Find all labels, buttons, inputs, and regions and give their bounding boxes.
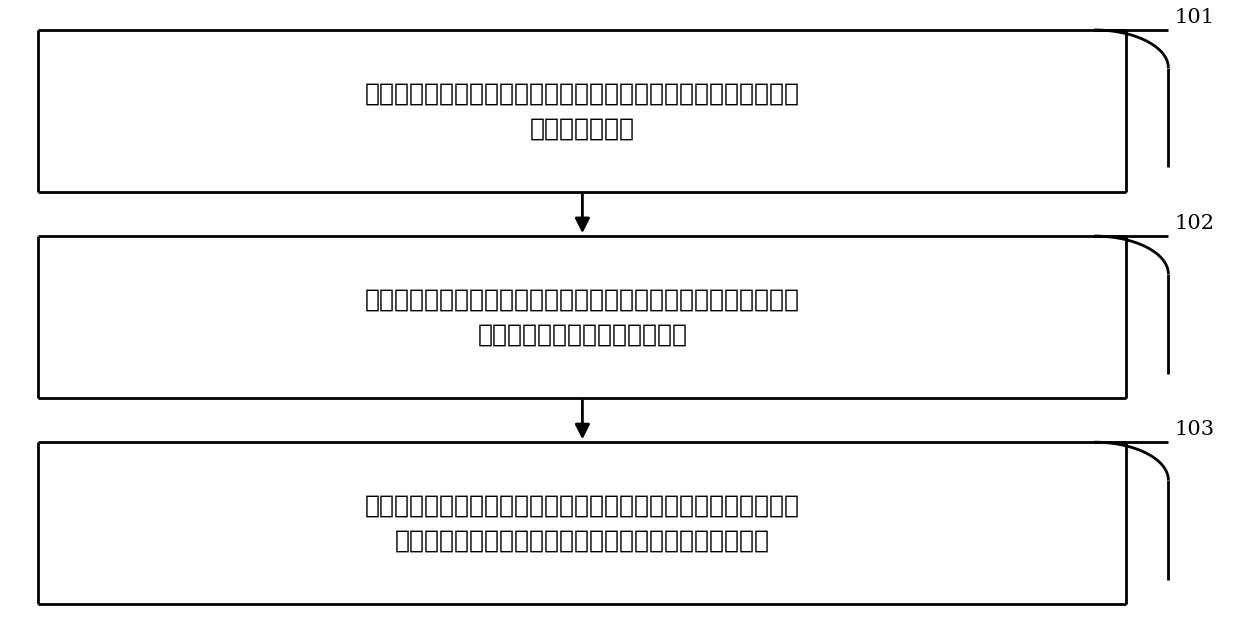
Text: 根据油藏的特征参数，获得不同开发方式下的油藏在不同压力步下: 根据油藏的特征参数，获得不同开发方式下的油藏在不同压力步下	[366, 82, 800, 105]
Text: 的产量预测数据: 的产量预测数据	[530, 116, 634, 140]
Text: 不同压力步下的产量预测数据，确定油藏的最优开发方式: 不同压力步下的产量预测数据，确定油藏的最优开发方式	[395, 529, 769, 552]
Text: 不同开发方式下的油藏的时间步: 不同开发方式下的油藏的时间步	[477, 322, 688, 347]
Text: 103: 103	[1175, 420, 1214, 439]
Text: 102: 102	[1175, 214, 1214, 233]
Text: 根据不同开发方式下的油藏在不同压力步下的产量预测数据，获得: 根据不同开发方式下的油藏在不同压力步下的产量预测数据，获得	[366, 287, 800, 311]
Text: 根据不同开发方式下的油藏的时间步，和不同开发方式下的油藏在: 根据不同开发方式下的油藏的时间步，和不同开发方式下的油藏在	[366, 494, 800, 518]
Text: 101: 101	[1175, 8, 1214, 27]
